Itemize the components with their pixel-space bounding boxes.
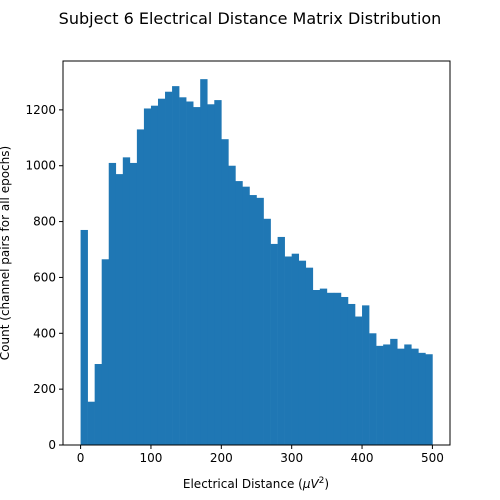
x-tick-label: 100 <box>140 451 163 465</box>
histogram-bar <box>347 303 356 445</box>
histogram-bar <box>207 104 215 446</box>
histogram-bar <box>242 186 250 445</box>
y-axis-ticks: 0 200 400 600 800 1000 1200 <box>25 103 63 452</box>
histogram-bar <box>108 162 117 445</box>
histogram-bar <box>228 165 236 445</box>
histogram-bar <box>256 197 264 445</box>
y-tick-label: 0 <box>48 438 56 452</box>
x-tick-label: 0 <box>77 451 85 465</box>
histogram-bar <box>263 218 271 445</box>
histogram-bar <box>369 333 377 445</box>
histogram-bar <box>333 292 342 445</box>
histogram-bar <box>277 236 285 445</box>
histogram-bar <box>136 129 145 445</box>
histogram-bar <box>340 296 349 445</box>
histogram-bar <box>418 352 426 445</box>
histogram-bar <box>319 288 328 445</box>
histogram-bar <box>390 338 398 445</box>
histogram-bars <box>80 79 433 446</box>
histogram-bar <box>172 86 180 445</box>
y-tick-label: 200 <box>33 382 56 396</box>
histogram-bar <box>404 344 412 445</box>
plot-frame <box>62 60 451 446</box>
histogram-bar <box>397 348 405 445</box>
histogram-bar <box>270 243 278 445</box>
x-axis-label: Electrical Distance (μV2) <box>183 476 329 491</box>
y-tick-label: 1200 <box>25 103 56 117</box>
y-axis-label: Count (channel pairs for all epochs) <box>0 146 12 360</box>
x-tick-label: 400 <box>351 451 374 465</box>
histogram-bar <box>249 195 257 445</box>
histogram-bar <box>235 181 243 445</box>
histogram-bar <box>186 101 194 446</box>
histogram-bar <box>326 292 335 445</box>
y-tick-label: 600 <box>33 270 56 284</box>
histogram-bar <box>200 79 208 446</box>
histogram-bar <box>179 97 187 446</box>
y-tick-label: 800 <box>33 215 56 229</box>
histogram-bar <box>291 253 300 445</box>
histogram-bar <box>298 260 307 445</box>
histogram-bar <box>284 256 292 445</box>
y-tick-label: 400 <box>33 326 56 340</box>
histogram-bar <box>115 174 124 445</box>
x-tick-label: 500 <box>421 451 444 465</box>
x-axis-ticks: 0 100 200 300 400 500 <box>77 445 444 465</box>
histogram-bar <box>193 107 201 445</box>
histogram-bar <box>143 108 152 445</box>
histogram-bar <box>411 348 419 445</box>
histogram-bar <box>425 354 433 445</box>
histogram-bar <box>157 98 166 446</box>
histogram-bar <box>87 401 95 445</box>
histogram-bar <box>150 105 159 445</box>
histogram-bar <box>362 305 370 445</box>
histogram-bar <box>122 157 131 445</box>
histogram-bar <box>312 290 321 445</box>
histogram-bar <box>80 229 88 445</box>
histogram-bar <box>305 267 314 445</box>
histogram-bar <box>94 364 102 445</box>
histogram-bar <box>214 100 222 446</box>
y-tick-label: 1000 <box>25 159 56 173</box>
histogram-bar <box>376 345 384 445</box>
histogram-bar <box>101 259 110 445</box>
x-tick-label: 200 <box>210 451 233 465</box>
histogram-bar <box>129 162 138 445</box>
histogram-bar <box>355 316 363 445</box>
chart-title: Subject 6 Electrical Distance Matrix Dis… <box>59 9 442 28</box>
histogram-bar <box>165 91 173 445</box>
x-tick-label: 300 <box>280 451 303 465</box>
histogram-bar <box>383 344 391 445</box>
histogram-bar <box>221 139 229 446</box>
